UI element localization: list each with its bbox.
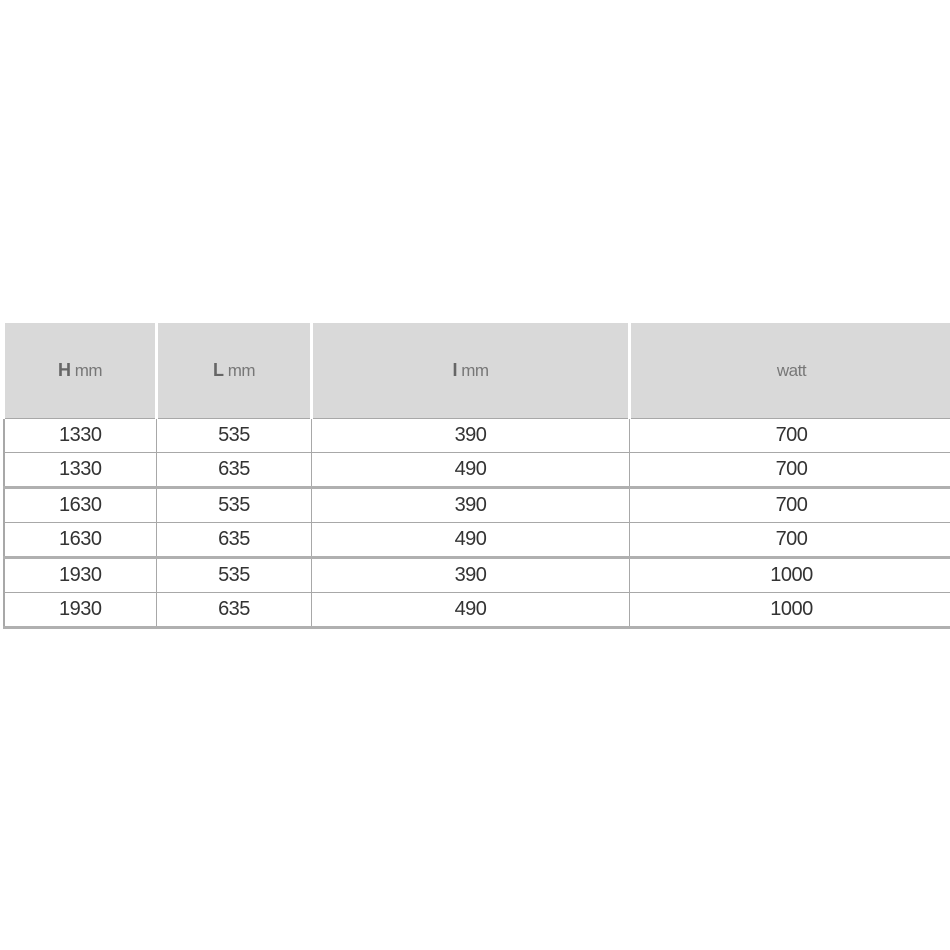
header-h: H mm <box>2 323 158 419</box>
table-row: 1330 635 490 700 <box>2 452 950 488</box>
table-row: 1930 535 390 1000 <box>2 556 950 593</box>
table-cell: 390 <box>311 418 630 453</box>
specs-table: H mm L mm I mm watt 1330 535 390 700 1330 635… <box>2 323 950 629</box>
table-cell: 1630 <box>2 522 157 558</box>
table-cell: 1330 <box>2 418 157 453</box>
table-cell: 700 <box>629 452 950 488</box>
header-i: I mm <box>310 323 631 419</box>
table-cell: 635 <box>156 522 312 558</box>
table-row: 1330 535 390 700 <box>2 418 950 453</box>
header-l: L mm <box>155 323 313 419</box>
table-cell: 535 <box>156 486 312 523</box>
table-cell: 490 <box>311 452 630 488</box>
table-cell: 1630 <box>2 486 157 523</box>
header-h-unit: mm <box>74 361 103 380</box>
table-cell: 635 <box>156 592 312 629</box>
header-watt-unit: watt <box>776 360 807 380</box>
table-row: 1930 635 490 1000 <box>2 592 950 629</box>
header-l-symbol: L <box>212 360 224 380</box>
table-cell: 490 <box>311 522 630 558</box>
header-watt: watt <box>628 323 950 419</box>
table-row: 1630 535 390 700 <box>2 486 950 523</box>
table-row: 1630 635 490 700 <box>2 522 950 558</box>
table-cell: 700 <box>629 418 950 453</box>
table-cell: 700 <box>629 522 950 558</box>
table-cell: 535 <box>156 556 312 593</box>
table-cell: 1930 <box>2 556 157 593</box>
table-cell: 490 <box>311 592 630 629</box>
table-cell: 1000 <box>629 592 950 629</box>
table-cell: 390 <box>311 486 630 523</box>
table-cell: 390 <box>311 556 630 593</box>
table-cell: 1000 <box>629 556 950 593</box>
table-cell: 1930 <box>2 592 157 629</box>
table-cell: 635 <box>156 452 312 488</box>
header-h-symbol: H <box>57 360 71 380</box>
table-cell: 535 <box>156 418 312 453</box>
table-cell: 700 <box>629 486 950 523</box>
header-i-symbol: I <box>452 360 457 380</box>
header-l-unit: mm <box>227 361 256 380</box>
header-row: H mm L mm I mm watt <box>2 323 950 419</box>
header-i-unit: mm <box>461 361 489 380</box>
table-cell: 1330 <box>2 452 157 488</box>
